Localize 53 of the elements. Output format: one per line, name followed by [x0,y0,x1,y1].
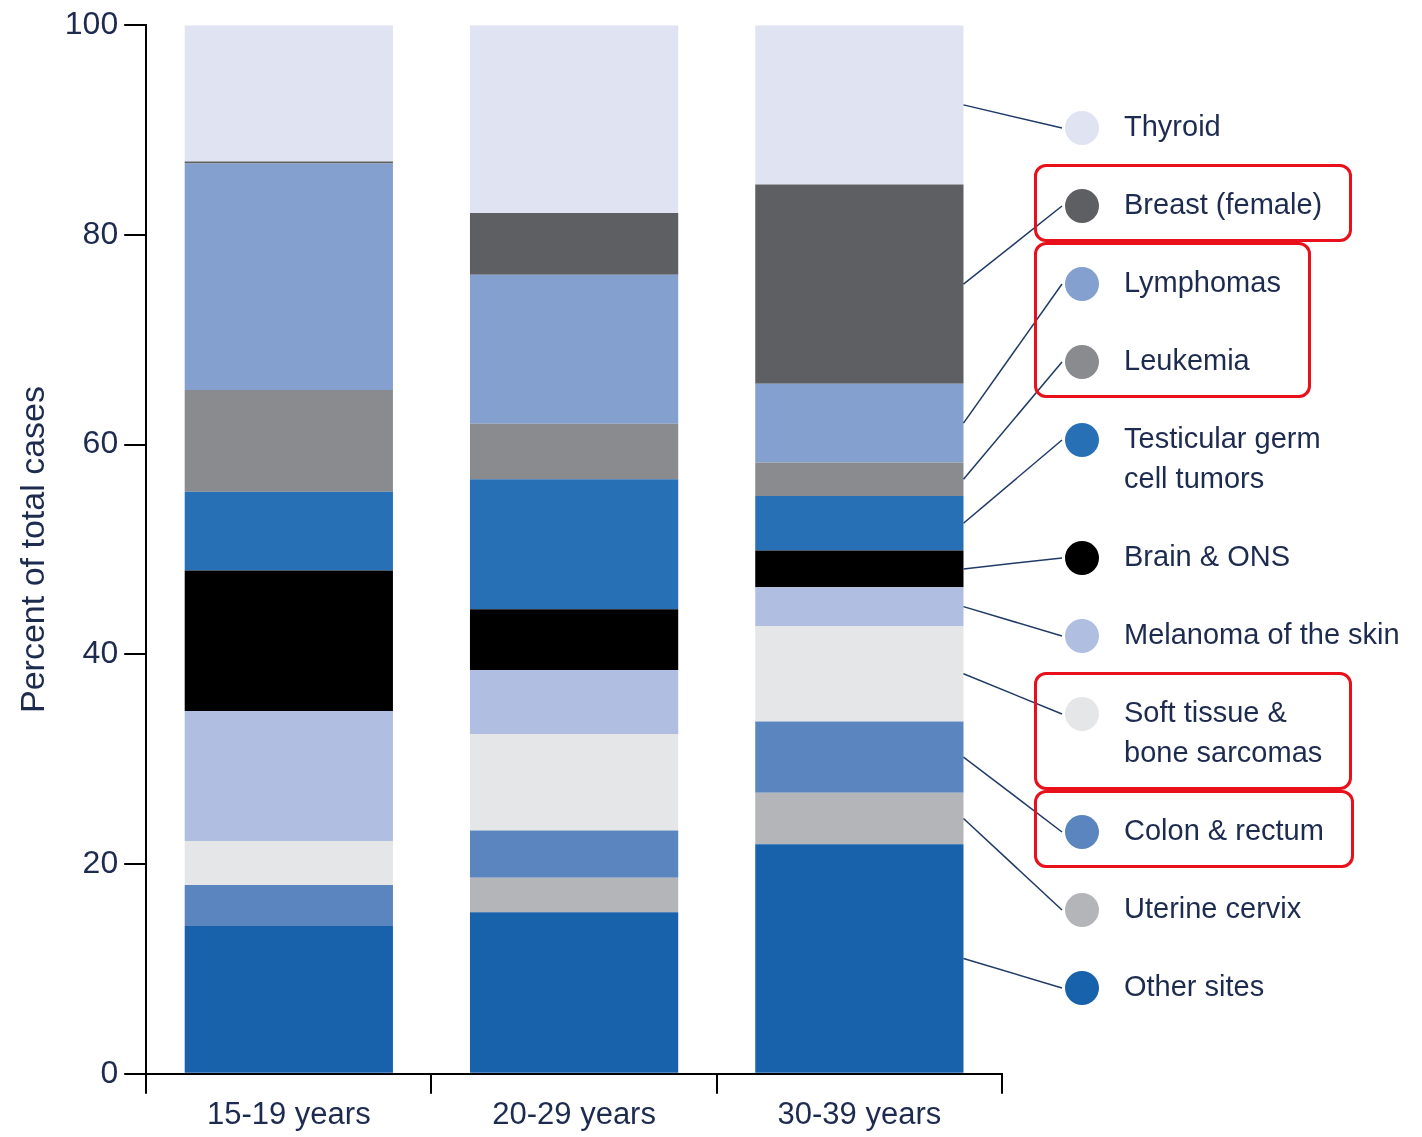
bar [184,390,393,492]
bar [469,274,679,424]
y-tick-label: 60 [82,424,119,461]
bar [755,496,964,551]
bar [184,163,393,391]
bar [755,587,964,627]
legend-label: Lymphomas [1124,266,1281,298]
x-tick-label: 30-39 years [777,1095,942,1131]
legend-label: Other sites [1124,970,1265,1002]
bar [184,885,393,926]
legend-label: Thyroid [1124,110,1221,142]
bar [469,877,679,913]
bar [755,25,964,185]
legend-label: Breast (female) [1124,188,1323,220]
bar [184,161,393,164]
y-tick-label: 100 [64,5,119,42]
legend-label: Soft tissue & bone sarcomas [1124,696,1323,768]
bar [755,844,964,1073]
y-tick-label: 40 [82,634,119,671]
bar [469,912,679,1073]
bar [755,383,964,463]
bar [469,670,679,735]
bar [755,721,964,793]
bar [469,25,679,213]
bar [469,423,679,480]
legend-label: Colon & rectum [1124,814,1324,846]
bar [755,462,964,497]
y-tick-label: 0 [100,1053,119,1090]
bar [469,734,679,831]
bar [469,830,679,878]
bar [469,212,679,275]
y-axis-title: Percent of total cases [12,386,51,713]
bar [755,550,964,588]
y-tick-label: 80 [82,214,119,251]
legend-label: Leukemia [1124,344,1251,376]
bar [184,491,393,571]
bar [184,841,393,886]
bar [755,626,964,722]
legend-label: Testicular germ cell tumors [1124,422,1321,494]
y-tick-label: 20 [82,843,119,880]
bar [469,609,679,671]
bar [184,25,393,162]
x-tick-label: 20-29 years [492,1095,656,1131]
bar [184,570,393,711]
bar [755,184,964,384]
legend-label: Melanoma of the skin [1124,618,1400,650]
legend-label: Uterine cervix [1124,892,1302,924]
legend-label: Brain & ONS [1124,540,1290,572]
bar [184,710,393,842]
bar [184,925,393,1073]
bar [755,792,964,845]
x-tick-label: 15-19 years [206,1095,371,1131]
bar [469,479,679,610]
